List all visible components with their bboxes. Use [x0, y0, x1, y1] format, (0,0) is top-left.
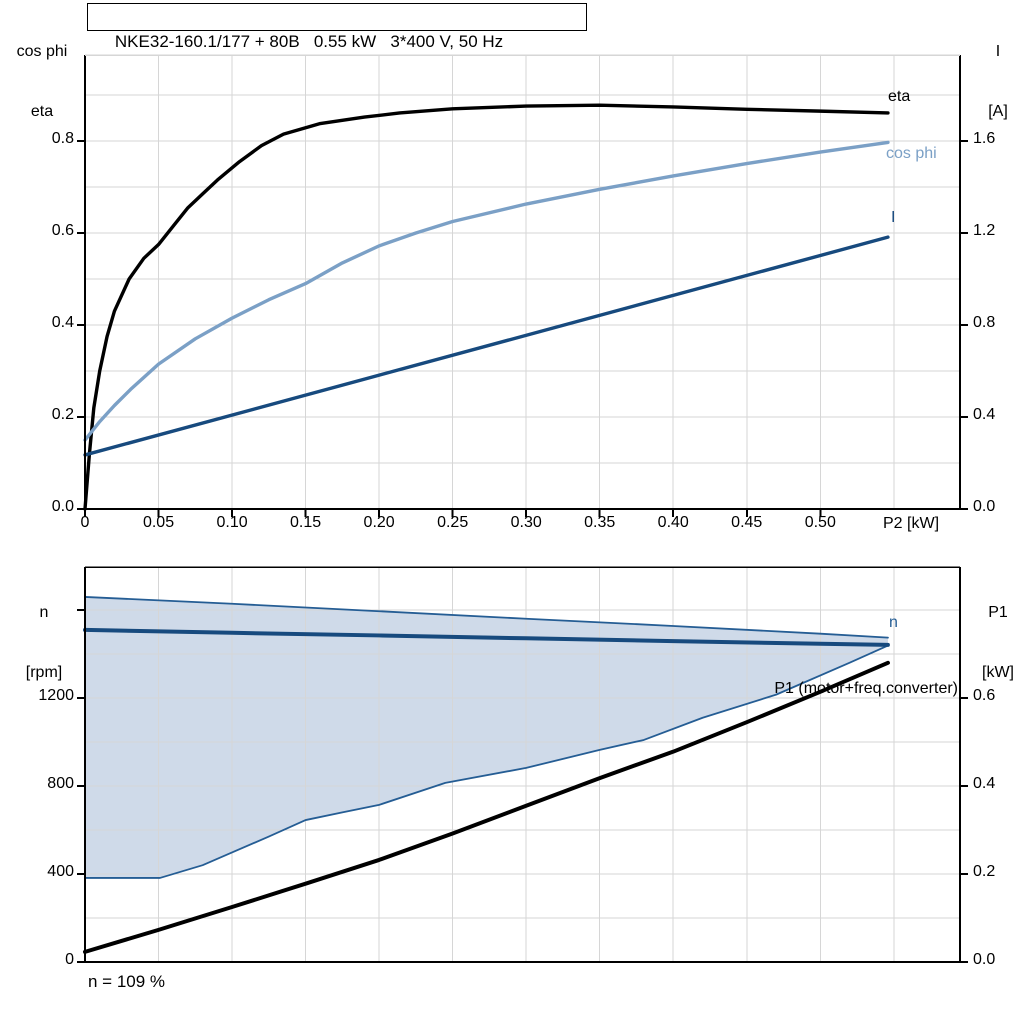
y-tick-label-right: 1.6 — [973, 130, 996, 148]
cosphi-curve-label: cos phi — [886, 145, 937, 162]
current-axis-label: I — [995, 43, 1001, 60]
y-tick-label-left: 0.0 — [51, 498, 74, 515]
eta-curve-label: eta — [888, 88, 911, 105]
curve-p1-motor-freq-converter- — [83, 660, 890, 954]
y-axis-label-right-bottom: P1 [kW] — [972, 563, 1024, 723]
x-tick-label: 0.50 — [804, 514, 836, 531]
p1-axis-label: P1 — [988, 604, 1008, 621]
y-tick-label-left: 0.6 — [51, 222, 74, 239]
y-tick-label-left: 0.2 — [51, 406, 74, 423]
rpm-unit-label: [rpm] — [25, 664, 63, 681]
y-tick-label-right: 0.8 — [973, 314, 996, 331]
x-tick-label: 0.35 — [584, 514, 616, 531]
curve-n-max — [84, 596, 889, 639]
y-axis-label-left-top: cos phi eta — [0, 2, 84, 162]
x-tick-label: 0.20 — [363, 514, 395, 531]
curve-n — [83, 627, 890, 647]
chart-title: NKE32-160.1/177 + 80B 0.55 kW 3*400 V, 5… — [114, 32, 504, 51]
p1-curve-label: P1 (motor+freq.converter) — [774, 680, 958, 697]
eta-axis-label: eta — [30, 103, 54, 120]
kw-unit-label: [kW] — [982, 664, 1014, 681]
current-curve-label: I — [891, 209, 896, 226]
y-tick-label-left: 800 — [47, 774, 74, 792]
y-tick-label-right: 0.0 — [973, 951, 996, 968]
speed-envelope-band — [85, 596, 888, 878]
speed-axis-label: n — [39, 604, 49, 621]
cosphi-axis-label: cos phi — [16, 43, 68, 60]
x-tick-label: 0.25 — [437, 514, 469, 531]
x-tick-label: 0.15 — [290, 514, 322, 531]
y-axis-label-left-bottom: n [rpm] — [4, 563, 84, 723]
y-tick-label-right: 0.4 — [973, 406, 996, 423]
y-tick-label-right: 0.4 — [973, 774, 996, 792]
x-tick-label: 0.30 — [510, 514, 542, 531]
y-tick-label-left: 0.8 — [51, 130, 74, 148]
curve-cos-phi — [83, 140, 890, 442]
x-tick-label: 0.05 — [142, 514, 175, 531]
curve-i — [83, 235, 890, 457]
x-axis-label: P2 [kW] — [883, 515, 940, 532]
y-tick-label-right: 0.0 — [973, 498, 996, 515]
speed-percentage-note: n = 109 % — [88, 972, 166, 991]
y-tick-label-left: 0 — [65, 951, 74, 968]
y-tick-label-left: 400 — [47, 862, 74, 880]
x-tick-label: 0.45 — [731, 514, 763, 531]
y-tick-label-left: 1200 — [38, 686, 74, 704]
chart-title-box: NKE32-160.1/177 + 80B 0.55 kW 3*400 V, 5… — [87, 3, 587, 51]
curve-n-min — [84, 644, 889, 879]
y-tick-label-left: 0.4 — [51, 314, 74, 331]
x-tick-label: 0 — [80, 514, 90, 531]
y-tick-label-right: 0.6 — [973, 686, 996, 704]
x-tick-label: 0.10 — [216, 514, 248, 531]
ampere-unit-label: [A] — [988, 103, 1008, 120]
x-tick-label: 0.40 — [657, 514, 689, 531]
y-tick-label-right: 0.2 — [973, 862, 996, 880]
y-axis-label-right-top: I [A] — [973, 2, 1023, 162]
speed-curve-label: n — [889, 614, 898, 631]
y-tick-label-right: 1.2 — [973, 222, 996, 239]
curve-eta — [83, 103, 890, 511]
